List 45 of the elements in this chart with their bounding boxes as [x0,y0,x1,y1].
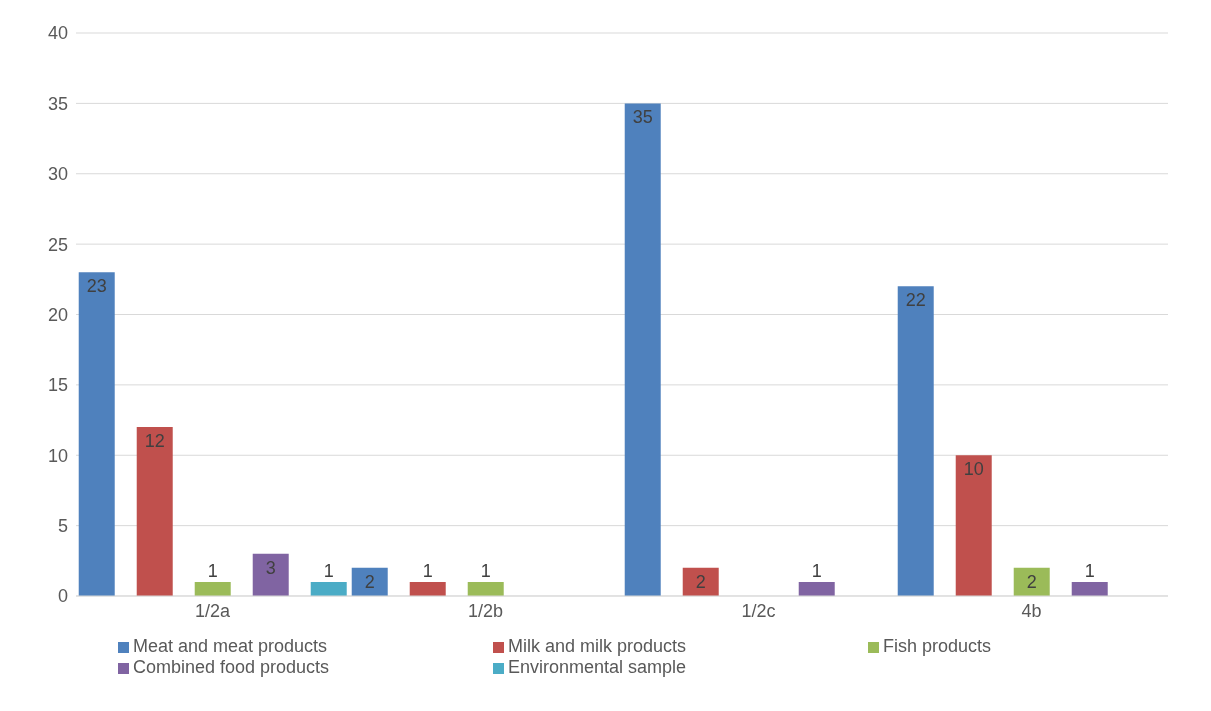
bar [624,103,661,596]
data-label: 10 [963,459,984,480]
y-tick-label: 0 [57,586,68,607]
data-label: 23 [86,276,107,297]
legend-label: Meat and meat products [133,636,329,657]
data-label: 1 [1084,560,1095,581]
legend-label: Milk and milk products [508,636,688,657]
y-tick-label: 35 [47,93,68,114]
legend-label: Combined food products [133,657,331,678]
bar [136,427,173,596]
data-label: 1 [811,560,822,581]
bar [252,553,289,596]
x-tick-label: 4b [1021,600,1042,621]
data-label: 2 [1026,571,1037,592]
bar [1071,581,1108,596]
y-tick-label: 20 [47,304,68,325]
data-label: 2 [364,571,375,592]
legend-label: Environmental sample [508,657,688,678]
x-tick-label: 1/2c [741,600,776,621]
x-tick-label: 1/2a [194,600,231,621]
y-tick-label: 30 [47,164,68,185]
data-label: 1 [480,560,491,581]
x-tick-label: 1/2b [467,600,504,621]
y-tick-label: 5 [57,516,68,537]
data-label: 35 [632,107,653,128]
bar [78,272,115,596]
data-label: 12 [144,431,165,452]
bar [897,286,934,596]
data-label: 22 [905,290,926,311]
bar [467,581,504,596]
data-label: 2 [695,571,706,592]
bar [409,581,446,596]
y-tick-label: 40 [47,23,68,44]
y-tick-label: 25 [47,234,68,255]
bar [955,455,992,596]
y-tick-label: 10 [47,445,68,466]
legend-label: Fish products [883,636,993,657]
data-label: 1 [207,560,218,581]
data-label: 1 [323,560,334,581]
bar [310,581,347,596]
y-tick-label: 15 [47,375,68,396]
data-label: 3 [265,557,276,578]
data-label: 1 [422,560,433,581]
bar [194,581,231,596]
bar [798,581,835,596]
